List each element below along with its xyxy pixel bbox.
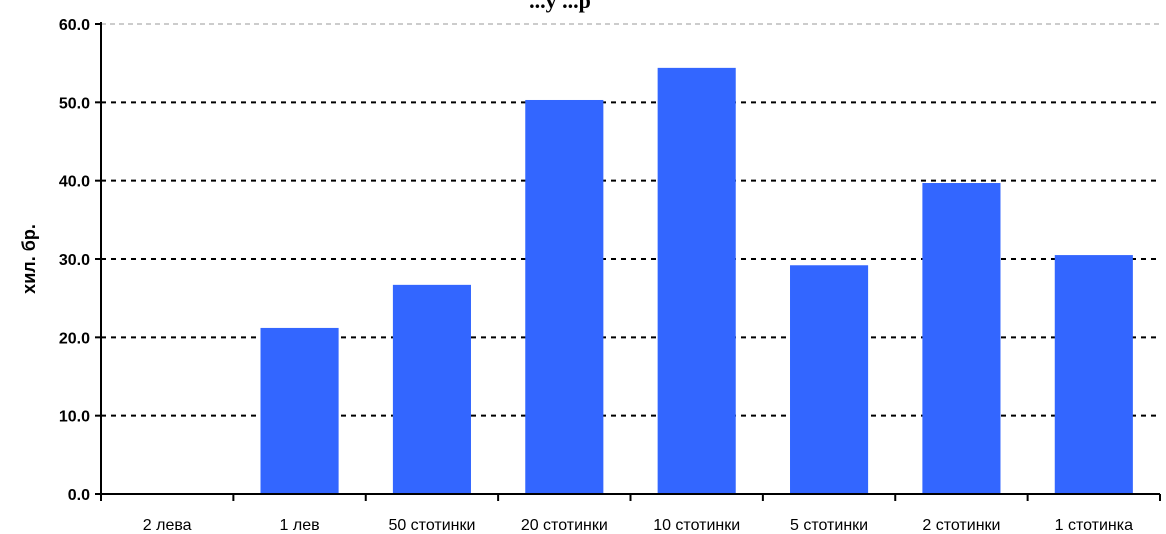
x-tick-label: 2 стотинки	[922, 517, 1000, 534]
y-axis-label: хил. бр.	[19, 224, 39, 294]
y-tick-label: 20.0	[59, 330, 90, 347]
bar	[657, 67, 736, 494]
bar	[525, 99, 604, 494]
bar	[1054, 255, 1133, 494]
y-tick-labels: 0.0 10.0 20.0 30.0 40.0 50.0 60.0	[59, 17, 90, 504]
x-tick-label: 10 стотинки	[653, 517, 740, 534]
bar	[392, 284, 471, 494]
y-tick-label: 50.0	[59, 95, 90, 112]
x-tick-label: 20 стотинки	[521, 517, 608, 534]
axes	[95, 22, 1161, 501]
gridlines	[101, 23, 1160, 417]
y-tick-label: 40.0	[59, 174, 90, 191]
bar	[790, 265, 869, 494]
y-tick-label: 30.0	[59, 252, 90, 269]
y-tick-label: 0.0	[68, 487, 90, 504]
x-tick-label: 1 лев	[280, 517, 320, 534]
x-tick-label: 2 лева	[143, 517, 192, 534]
x-tick-label: 5 стотинки	[790, 517, 868, 534]
y-tick-label: 60.0	[59, 17, 90, 34]
chart-title: ...у ...р	[529, 0, 591, 13]
bar	[922, 183, 1001, 494]
x-tick-labels: 2 лева 1 лев 50 стотинки 20 стотинки 10 стот…	[143, 517, 1133, 534]
bar	[260, 327, 339, 494]
x-tick-label: 50 стотинки	[388, 517, 475, 534]
x-tick-label: 1 стотинка	[1055, 517, 1133, 534]
bars	[260, 67, 1133, 494]
y-tick-label: 10.0	[59, 409, 90, 426]
